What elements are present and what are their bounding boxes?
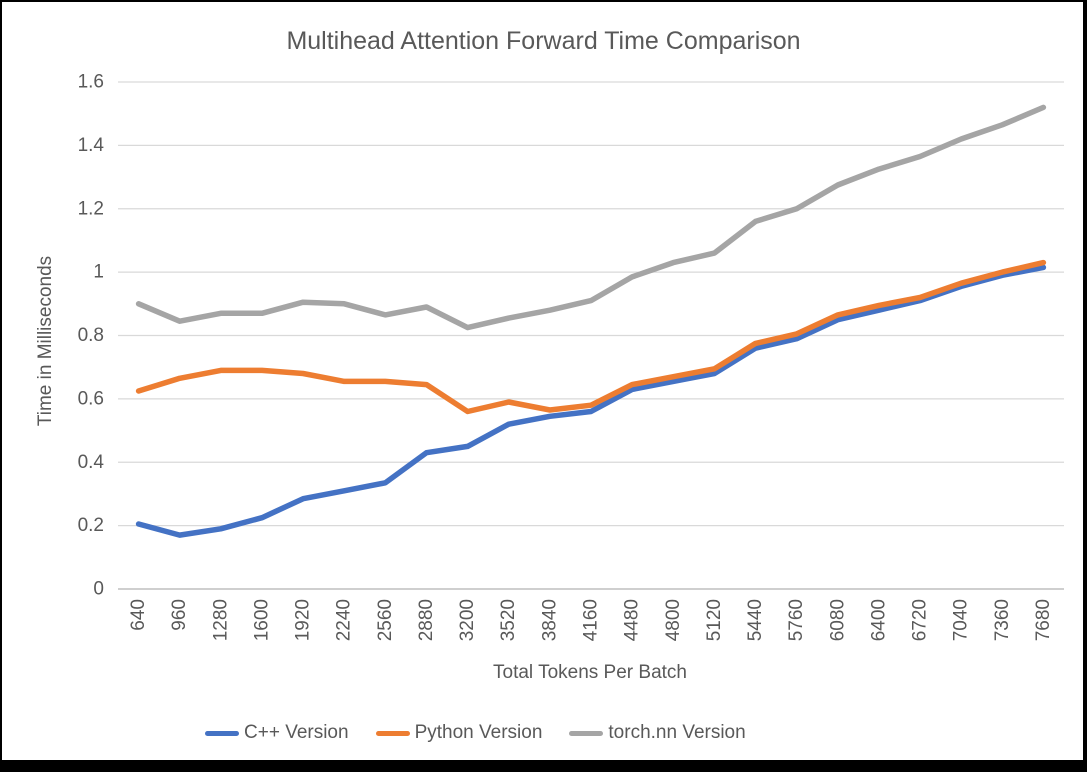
y-tick-label: 0: [93, 579, 104, 600]
y-tick-labels-group: 0 0.2 0.4 0.6 0.8 1 1.2 1.4 1.6: [78, 72, 105, 600]
x-tick-label: 1600: [251, 599, 272, 641]
series-line-c-version: [135, 264, 1047, 538]
y-tick-label: 0.4: [78, 452, 105, 473]
x-tick-label: 7680: [1033, 599, 1054, 641]
x-tick-label: 6720: [910, 599, 931, 641]
legend-item: C++ Version: [205, 722, 349, 744]
series-line-torch-nn-version: [135, 104, 1047, 331]
legend-label: torch.nn Version: [608, 722, 746, 743]
x-tick-label: 5440: [745, 599, 766, 641]
x-tick-label: 4800: [663, 599, 684, 641]
legend-label: C++ Version: [244, 722, 349, 743]
series-line-python-version: [135, 259, 1047, 415]
chart-background: [2, 2, 1083, 760]
y-tick-label: 1.2: [78, 198, 104, 219]
x-axis-title: Total Tokens Per Batch: [493, 662, 687, 683]
chart-title: Multihead Attention Forward Time Compari…: [286, 27, 801, 55]
x-tick-label: 6080: [827, 599, 848, 641]
x-tick-label: 1280: [210, 599, 231, 641]
x-tick-label: 6400: [868, 599, 889, 641]
y-tick-label: 0.8: [78, 325, 104, 346]
x-tick-label: 5760: [786, 599, 807, 641]
x-tick-label: 7040: [951, 599, 972, 641]
legend-item: Python Version: [375, 722, 543, 744]
x-tick-label: 5120: [704, 599, 725, 641]
y-axis-title: Time in Milliseconds: [35, 255, 56, 427]
x-tick-label: 960: [169, 599, 190, 631]
y-tick-label: 1: [93, 262, 104, 283]
x-tick-label: 4480: [622, 599, 643, 641]
x-tick-label: 1920: [293, 599, 314, 641]
x-tick-label: 3520: [498, 599, 519, 641]
legend-swatch: [205, 730, 239, 736]
x-tick-label: 3200: [457, 599, 478, 641]
x-tick-label: 2560: [375, 599, 396, 641]
legend-swatch: [375, 730, 410, 736]
y-tick-label: 1.4: [78, 135, 105, 156]
x-tick-label: 640: [128, 599, 149, 631]
x-tick-labels-group: 640 960 1280 1600 1920 2240 2560 2880 3200 3520 38…: [128, 599, 1054, 641]
x-tick-label: 2240: [334, 599, 355, 641]
x-tick-label: 3840: [539, 599, 560, 641]
x-tick-label: 2880: [416, 599, 437, 641]
x-tick-label: 7360: [992, 599, 1013, 641]
legend: C++ Version Python Version torch.nn Versio…: [205, 722, 746, 744]
gridlines-group: [118, 81, 1064, 590]
x-tick-label: 4160: [581, 599, 602, 641]
y-tick-label: 1.6: [78, 72, 104, 93]
legend-swatch: [569, 730, 604, 736]
legend-label: Python Version: [414, 722, 543, 743]
y-tick-label: 0.6: [78, 388, 104, 409]
series-lines-group: [135, 104, 1047, 538]
legend-item: torch.nn Version: [569, 722, 746, 744]
y-tick-label: 0.2: [78, 515, 104, 536]
